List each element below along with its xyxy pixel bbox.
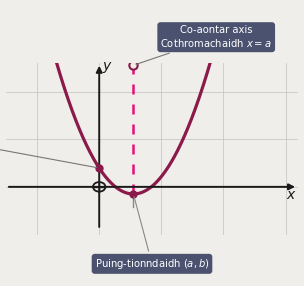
Text: $x$: $x$ <box>286 188 297 202</box>
Text: Puing-tionndaidh $(a, b)$: Puing-tionndaidh $(a, b)$ <box>95 197 209 271</box>
Text: Co-aontar axis
Cothromachaidh $x = a$: Co-aontar axis Cothromachaidh $x = a$ <box>136 25 272 64</box>
Text: Puing-
trasnaidh $y$: Puing- trasnaidh $y$ <box>0 126 96 168</box>
Text: $y$: $y$ <box>102 60 113 75</box>
